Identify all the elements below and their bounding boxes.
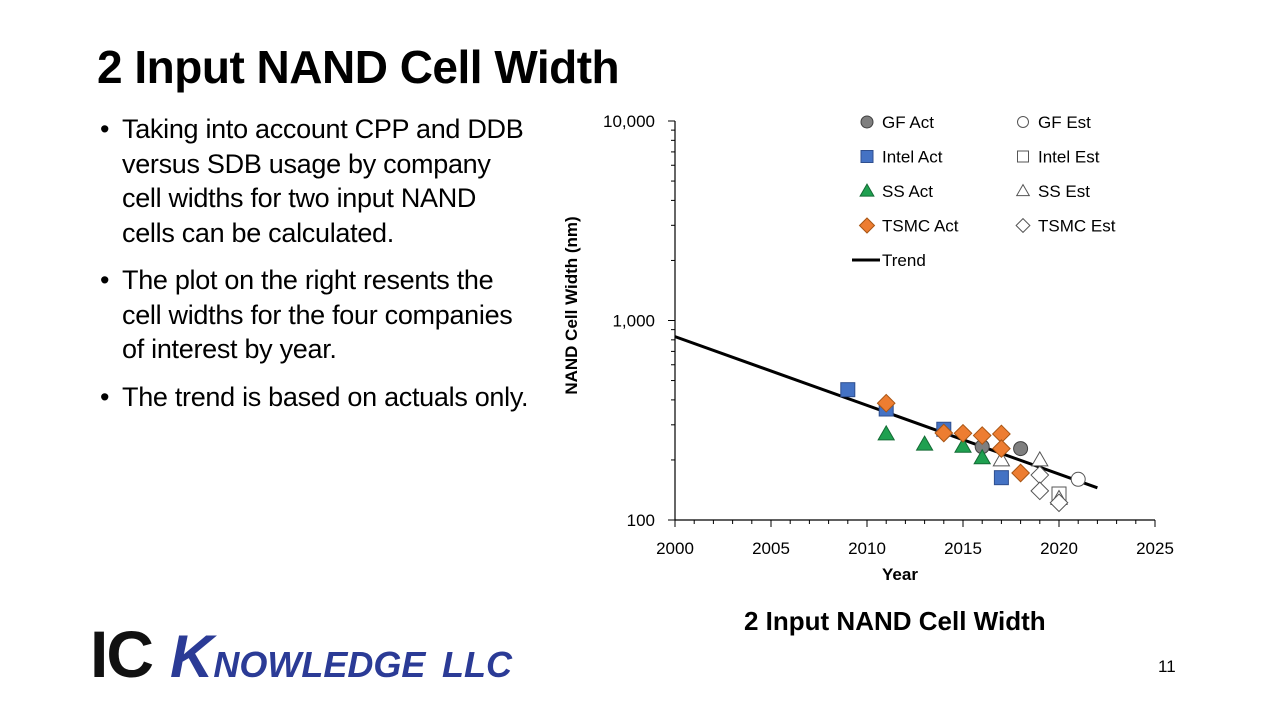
legend-label-tsmc-est: TSMC Est: [1038, 217, 1116, 236]
point-ss-est: [1030, 450, 1049, 467]
point-intel-act: [993, 470, 1009, 486]
y-axis-label: NAND Cell Width (nm): [562, 216, 581, 394]
point-gf-est: [1070, 471, 1086, 487]
chart-legend: GF Act GF Est Intel Act Intel Est SS Act SS E…: [852, 113, 1116, 270]
bullet-marker: •: [100, 114, 110, 144]
point-tsmc-est: [1030, 481, 1050, 501]
legend-label-gf-est: GF Est: [1038, 113, 1091, 132]
legend-label-ss-est: SS Est: [1038, 182, 1090, 201]
point-tsmc-act: [876, 393, 896, 413]
point-ss-act: [954, 437, 972, 453]
data-points: [840, 382, 1086, 513]
point-tsmc-act: [1011, 463, 1031, 483]
x-tick-label: 2000: [656, 539, 694, 558]
bullet-marker: •: [100, 265, 110, 295]
legend-marker-tsmc-est: [1015, 217, 1031, 234]
x-tick-label: 2010: [848, 539, 886, 558]
legend-marker-intel-est: [1017, 150, 1029, 163]
page-number: 11: [1158, 657, 1176, 676]
bullet-marker: •: [100, 381, 110, 412]
bullet-item: • The trend is based on actuals only.: [100, 380, 530, 415]
legend-label-gf-act: GF Act: [882, 113, 934, 132]
point-tsmc-act: [953, 423, 973, 443]
legend-marker-tsmc-act: [858, 217, 876, 234]
y-tick-label: 10,000: [603, 112, 655, 131]
legend-marker-ss-act: [859, 183, 875, 197]
x-tick-label: 2025: [1136, 539, 1174, 558]
legend-label-ss-act: SS Act: [882, 182, 933, 201]
point-ss-act: [973, 448, 992, 465]
y-tick-label: 1,000: [612, 312, 655, 331]
logo-rest: NOWLEDGE: [213, 644, 426, 685]
bullet-list: • Taking into account CPP and DDB versus…: [100, 112, 530, 427]
y-tick-label: 100: [627, 511, 655, 530]
point-ss-est: [992, 450, 1011, 467]
legend-label-intel-est: Intel Est: [1038, 148, 1100, 167]
x-tick-label: 2020: [1040, 539, 1078, 558]
bullet-item: • Taking into account CPP and DDB versus…: [100, 112, 530, 250]
point-intel-act: [840, 382, 856, 398]
legend-marker-gf-act: [860, 115, 874, 129]
point-tsmc-act: [972, 426, 992, 446]
logo-llc: LLC: [442, 644, 512, 685]
chart-axes: [674, 121, 1155, 521]
x-axis-label: Year: [882, 565, 918, 584]
logo-knowledge: KNOWLEDGE LLC: [170, 624, 512, 698]
x-tick-label: 2015: [944, 539, 982, 558]
chart-ticks: 2000 2005 2010 2015 2020 2025 100 1,000 10,000 Ye…: [562, 112, 1174, 584]
legend-label-trend: Trend: [882, 251, 926, 270]
bullet-text: The plot on the right resents the cell w…: [122, 265, 513, 364]
bullet-item: • The plot on the right resents the cell…: [100, 263, 530, 367]
slide-title: 2 Input NAND Cell Width: [97, 41, 620, 93]
point-ss-act: [877, 424, 896, 441]
ic-knowledge-logo: IC KNOWLEDGE LLC: [90, 617, 512, 692]
bullet-text: Taking into account CPP and DDB versus S…: [122, 114, 524, 248]
legend-label-intel-act: Intel Act: [882, 148, 943, 167]
x-tick-label: 2005: [752, 539, 790, 558]
point-gf-act: [1013, 441, 1029, 457]
point-ss-act: [915, 435, 934, 451]
point-tsmc-act: [934, 423, 954, 443]
bullet-text: The trend is based on actuals only.: [122, 381, 529, 412]
legend-marker-intel-act: [860, 150, 874, 163]
legend-label-tsmc-act: TSMC Act: [882, 217, 959, 236]
logo-k: K: [170, 623, 214, 690]
legend-marker-gf-est: [1017, 116, 1029, 128]
point-tsmc-est: [1049, 493, 1069, 513]
logo-ic: IC: [90, 617, 154, 691]
point-tsmc-act: [991, 439, 1011, 459]
legend-marker-ss-est: [1015, 183, 1031, 197]
chart-caption: 2 Input NAND Cell Width: [744, 606, 1046, 636]
